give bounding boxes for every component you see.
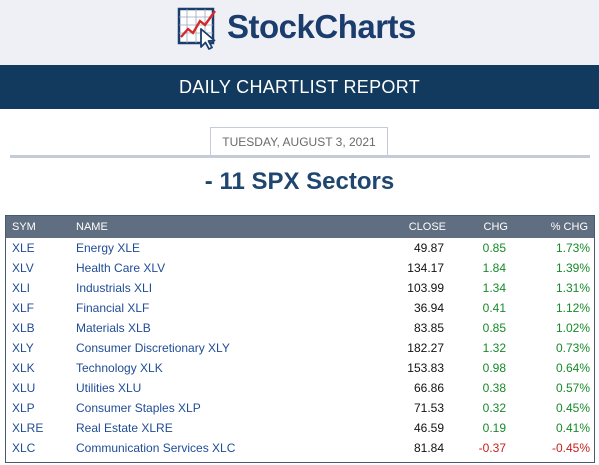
close-value: 83.85 <box>413 321 444 335</box>
report-date: TUESDAY, AUGUST 3, 2021 <box>222 134 376 149</box>
change-value: 0.98 <box>482 361 506 375</box>
symbol-link[interactable]: XLF <box>12 301 35 315</box>
change-value: 1.84 <box>482 261 506 275</box>
banner-title: DAILY CHARTLIST REPORT <box>178 76 420 97</box>
percent-change-value: 0.41% <box>555 421 590 435</box>
symbol-link[interactable]: XLB <box>12 321 35 335</box>
percent-change-value: 1.73% <box>555 241 590 255</box>
change-value: 0.32 <box>482 401 506 415</box>
table-row: XLE Energy XLE 49.87 0.85 1.73% <box>6 238 594 258</box>
change-value: -0.37 <box>478 441 506 455</box>
table-body: XLE Energy XLE 49.87 0.85 1.73% XLV Heal… <box>6 238 594 458</box>
change-value: 1.32 <box>482 341 506 355</box>
name-link[interactable]: Health Care XLV <box>76 261 166 275</box>
change-value: 0.85 <box>482 241 506 255</box>
date-tab: TUESDAY, AUGUST 3, 2021 <box>10 127 590 158</box>
name-link[interactable]: Consumer Discretionary XLY <box>76 341 230 355</box>
table-row: XLY Consumer Discretionary XLY 182.27 1.… <box>6 338 594 358</box>
table-row: XLF Financial XLF 36.94 0.41 1.12% <box>6 298 594 318</box>
close-value: 36.94 <box>413 301 444 315</box>
close-value: 66.86 <box>413 381 444 395</box>
name-link[interactable]: Materials XLB <box>76 321 151 335</box>
chartlist-title: - 11 SPX Sectors <box>204 168 395 195</box>
site-header: StockCharts <box>0 0 599 65</box>
name-link[interactable]: Communication Services XLC <box>76 441 236 455</box>
table-row: XLC Communication Services XLC 81.84 -0.… <box>6 438 594 458</box>
percent-change-value: 1.12% <box>555 301 590 315</box>
name-link[interactable]: Energy XLE <box>76 241 141 255</box>
close-value: 153.83 <box>407 361 444 375</box>
symbol-link[interactable]: XLK <box>12 361 35 375</box>
column-header-name[interactable]: NAME <box>76 221 108 233</box>
percent-change-value: 1.31% <box>555 281 590 295</box>
table-row: XLRE Real Estate XLRE 46.59 0.19 0.41% <box>6 418 594 438</box>
change-value: 0.85 <box>482 321 506 335</box>
logo-wordmark: StockCharts <box>227 8 416 45</box>
column-header-sym[interactable]: SYM <box>12 221 36 233</box>
percent-change-value: 0.64% <box>555 361 590 375</box>
close-value: 103.99 <box>407 281 444 295</box>
symbol-link[interactable]: XLU <box>12 381 36 395</box>
percent-change-value: 0.57% <box>555 381 590 395</box>
table-row: XLK Technology XLK 153.83 0.98 0.64% <box>6 358 594 378</box>
percent-change-value: 0.45% <box>555 401 590 415</box>
percent-change-value: -0.45% <box>551 441 590 455</box>
table-row: XLI Industrials XLI 103.99 1.34 1.31% <box>6 278 594 298</box>
change-value: 0.38 <box>482 381 506 395</box>
symbol-link[interactable]: XLRE <box>12 421 44 435</box>
name-link[interactable]: Consumer Staples XLP <box>76 401 201 415</box>
column-header-pct-chg[interactable]: % CHG <box>550 221 588 233</box>
table-row: XLP Consumer Staples XLP 71.53 0.32 0.45… <box>6 398 594 418</box>
name-link[interactable]: Financial XLF <box>76 301 150 315</box>
name-link[interactable]: Utilities XLU <box>76 381 142 395</box>
table-header: SYM NAME CLOSE CHG % CHG <box>6 216 594 238</box>
percent-change-value: 1.02% <box>555 321 590 335</box>
report-banner: DAILY CHARTLIST REPORT <box>0 65 599 109</box>
percent-change-value: 1.39% <box>555 261 590 275</box>
stockcharts-chart-cursor-icon <box>177 7 216 50</box>
change-value: 0.19 <box>482 421 506 435</box>
name-link[interactable]: Industrials XLI <box>76 281 153 295</box>
symbol-link[interactable]: XLE <box>12 241 35 255</box>
name-link[interactable]: Real Estate XLRE <box>76 421 173 435</box>
table-row: XLV Health Care XLV 134.17 1.84 1.39% <box>6 258 594 278</box>
symbol-link[interactable]: XLP <box>12 401 35 415</box>
percent-change-value: 0.73% <box>555 341 590 355</box>
name-link[interactable]: Technology XLK <box>76 361 163 375</box>
column-header-close[interactable]: CLOSE <box>408 221 446 233</box>
close-value: 46.59 <box>413 421 444 435</box>
column-header-chg[interactable]: CHG <box>483 221 508 233</box>
stockcharts-logo[interactable]: StockCharts <box>177 4 416 50</box>
symbol-link[interactable]: XLI <box>12 281 31 295</box>
close-value: 182.27 <box>407 341 444 355</box>
symbol-link[interactable]: XLY <box>12 341 34 355</box>
sector-table: SYM NAME CLOSE CHG % CHG XLE Energy XLE … <box>5 215 595 463</box>
date-divider <box>10 155 590 158</box>
date-box: TUESDAY, AUGUST 3, 2021 <box>210 127 388 155</box>
close-value: 49.87 <box>413 241 444 255</box>
symbol-link[interactable]: XLC <box>12 441 36 455</box>
close-value: 81.84 <box>413 441 444 455</box>
change-value: 1.34 <box>482 281 506 295</box>
close-value: 71.53 <box>413 401 444 415</box>
table-row: XLB Materials XLB 83.85 0.85 1.02% <box>6 318 594 338</box>
symbol-link[interactable]: XLV <box>12 261 34 275</box>
table-row: XLU Utilities XLU 66.86 0.38 0.57% <box>6 378 594 398</box>
change-value: 0.41 <box>482 301 506 315</box>
close-value: 134.17 <box>407 261 444 275</box>
